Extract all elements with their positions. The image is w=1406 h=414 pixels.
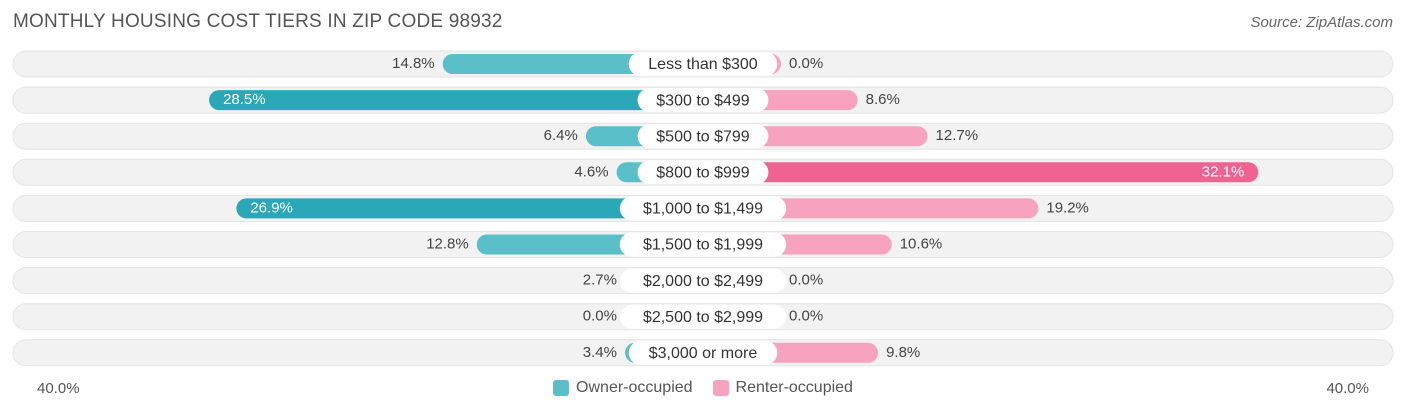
category-label: $800 to $999 [656, 165, 750, 182]
renter-value-label: 12.7% [936, 127, 979, 144]
owner-value-label: 26.9% [250, 199, 293, 216]
category-label: $2,000 to $2,499 [643, 273, 763, 290]
renter-value-label: 0.0% [789, 55, 823, 72]
legend-item-owner: Owner-occupied [553, 379, 693, 397]
axis-left-label: 40.0% [37, 380, 80, 397]
legend-label-renter: Renter-occupied [735, 379, 853, 396]
category-label: $3,000 or more [649, 345, 758, 362]
category-label: $300 to $499 [656, 92, 750, 109]
owner-value-label: 4.6% [574, 163, 608, 180]
legend-item-renter: Renter-occupied [712, 379, 853, 397]
category-label-pill [619, 196, 787, 221]
renter-value-label: 0.0% [789, 308, 823, 325]
owner-value-label: 2.7% [583, 272, 617, 289]
category-label-pill [637, 88, 769, 113]
category-label: $2,500 to $2,999 [643, 309, 763, 326]
legend-label-owner: Owner-occupied [576, 379, 693, 396]
legend-swatch-owner [553, 380, 570, 396]
owner-value-label: 0.0% [583, 308, 617, 325]
category-label-pill [637, 124, 769, 149]
legend-swatch-renter [712, 380, 729, 396]
owner-bar [236, 198, 704, 219]
renter-bar [703, 162, 1259, 183]
axis-right-label: 40.0% [1326, 380, 1369, 397]
owner-value-label: 6.4% [544, 127, 578, 144]
category-label-pill [637, 160, 769, 185]
category-label-pill [619, 304, 787, 329]
category-label: $1,000 to $1,499 [643, 201, 763, 218]
renter-value-label: 32.1% [1202, 163, 1245, 180]
category-label-pill [628, 340, 778, 365]
category-label: $500 to $799 [656, 128, 750, 145]
legend: Owner-occupied Renter-occupied [0, 379, 1406, 397]
renter-value-label: 8.6% [866, 91, 900, 108]
owner-value-label: 28.5% [223, 91, 266, 108]
renter-value-label: 10.6% [900, 235, 943, 252]
owner-value-label: 12.8% [426, 235, 469, 252]
owner-value-label: 3.4% [583, 344, 617, 361]
renter-value-label: 9.8% [886, 344, 920, 361]
category-label-pill [619, 268, 787, 293]
renter-bar [703, 198, 1039, 219]
owner-value-label: 14.8% [392, 55, 435, 72]
renter-value-label: 0.0% [789, 272, 823, 289]
owner-bar [209, 90, 703, 111]
chart-title: MONTHLY HOUSING COST TIERS IN ZIP CODE 9… [13, 11, 503, 32]
category-label-pill [628, 52, 778, 76]
source-note: Source: ZipAtlas.com [1250, 14, 1393, 31]
renter-value-label: 19.2% [1046, 199, 1089, 216]
category-label: Less than $300 [648, 56, 758, 73]
category-label-pill [619, 232, 787, 257]
category-label: $1,500 to $1,999 [643, 237, 763, 254]
